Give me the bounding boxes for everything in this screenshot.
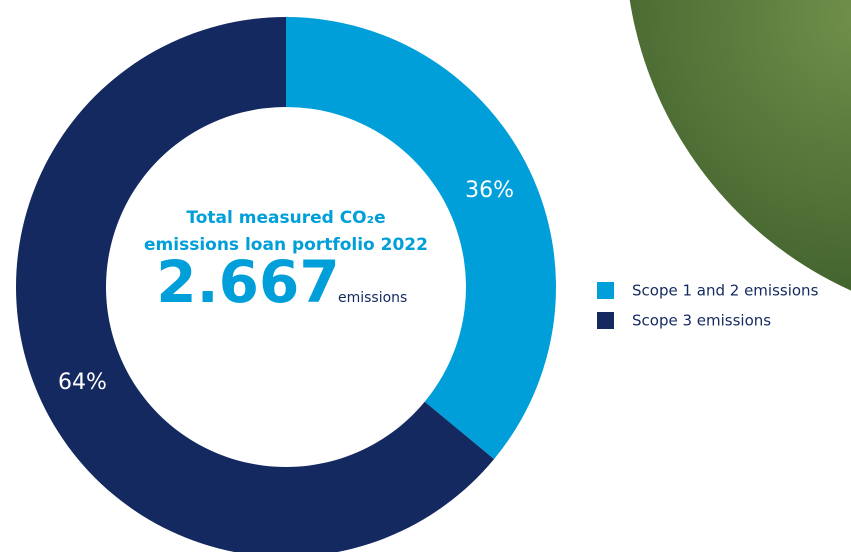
legend-label: Scope 1 and 2 emissions bbox=[632, 282, 819, 300]
legend-swatch bbox=[597, 282, 614, 299]
chart-title: Total measured CO₂e bbox=[186, 208, 385, 228]
total-unit: emissions bbox=[338, 290, 407, 306]
value-label: 36% bbox=[465, 178, 514, 203]
chart-title-line2: emissions loan portfolio 2022 bbox=[144, 235, 428, 255]
donut-slice bbox=[286, 17, 556, 460]
forest-image bbox=[629, 0, 851, 291]
legend-label: Scope 3 emissions bbox=[632, 312, 771, 330]
donut-slice bbox=[16, 17, 495, 552]
total-value: 2.667 bbox=[156, 248, 339, 316]
legend-swatch bbox=[597, 312, 614, 329]
legend: Scope 1 and 2 emissions Scope 3 emissions bbox=[597, 282, 819, 330]
value-label: 64% bbox=[58, 370, 107, 395]
donut bbox=[16, 17, 556, 552]
